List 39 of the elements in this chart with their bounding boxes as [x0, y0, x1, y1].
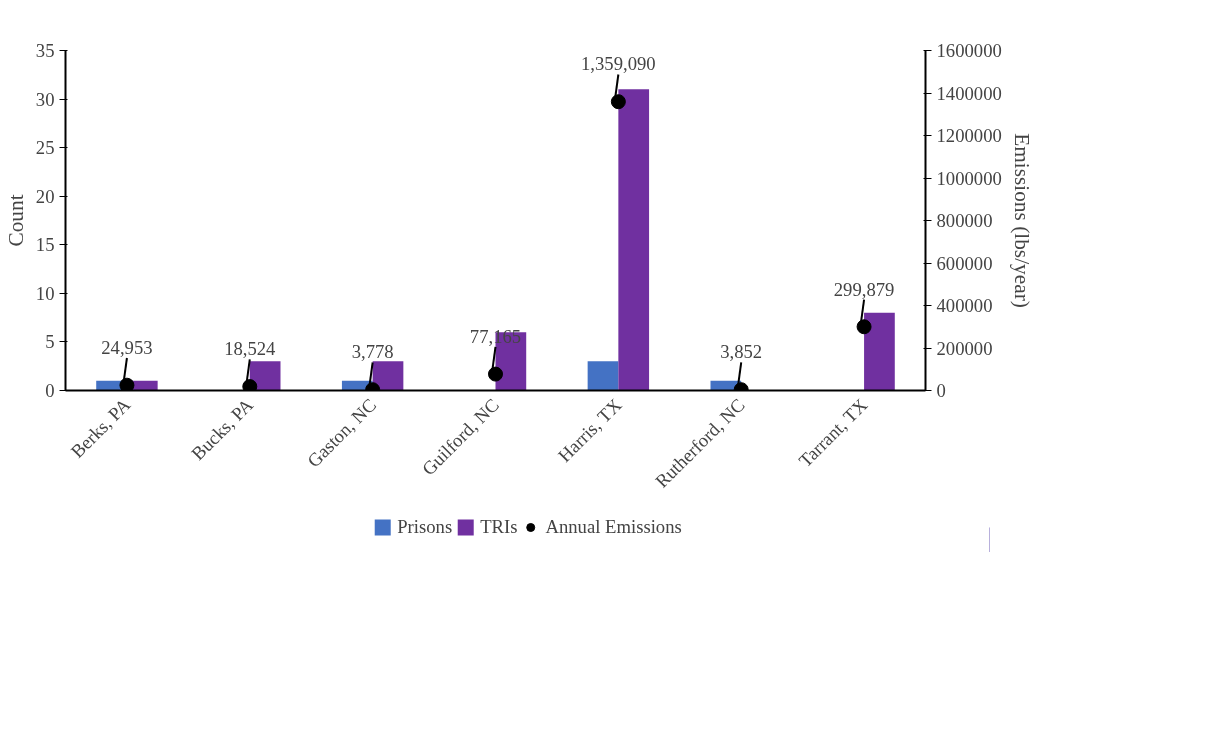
bar: [618, 89, 650, 391]
y2-tick-label: 200000: [936, 337, 993, 359]
point: [856, 319, 872, 335]
legend-label: Annual Emissions: [545, 516, 682, 538]
y2-tick-label: 0: [936, 380, 946, 401]
y-tick-label: 30: [35, 88, 55, 110]
legend-label: TRIs: [480, 516, 518, 538]
y-axis-title: Count: [3, 194, 28, 247]
y-tick-label: 25: [35, 137, 55, 159]
y2-tick-label: 1200000: [936, 125, 1002, 146]
y2-tick-label: 1400000: [936, 82, 1002, 104]
y-tick-label: 0: [45, 380, 55, 401]
data-label: 18,524: [224, 338, 277, 360]
point: [488, 366, 503, 382]
y2-tick-label: 800000: [936, 210, 993, 231]
y-tick-label: 20: [35, 185, 55, 207]
data-label: 1,359,090: [581, 53, 656, 75]
point: [242, 379, 258, 391]
y2-tick-label: 1600000: [936, 40, 1002, 61]
bar: [249, 361, 281, 391]
data-label: 3,852: [720, 341, 763, 363]
y-tick-label: 5: [45, 331, 55, 353]
y-tick-label: 15: [35, 234, 55, 256]
data-label: 3,778: [351, 341, 394, 363]
point: [119, 377, 135, 391]
bar: [587, 361, 619, 391]
legend-label: Prisons: [397, 516, 453, 538]
y-tick-label: 35: [35, 40, 55, 61]
y2-axis-title: Emissions (lbs/year): [1009, 133, 1034, 308]
y-tick-label: 10: [35, 282, 55, 304]
point: [610, 94, 626, 110]
bar: [372, 361, 404, 391]
y2-tick-label: 1000000: [936, 167, 1002, 189]
y2-tick-label: 400000: [936, 295, 993, 316]
y2-tick-label: 600000: [936, 252, 993, 274]
data-label: 299,879: [833, 278, 895, 300]
data-label: 24,953: [101, 337, 153, 358]
data-label: 77,165: [469, 325, 522, 347]
bar: [864, 312, 895, 391]
